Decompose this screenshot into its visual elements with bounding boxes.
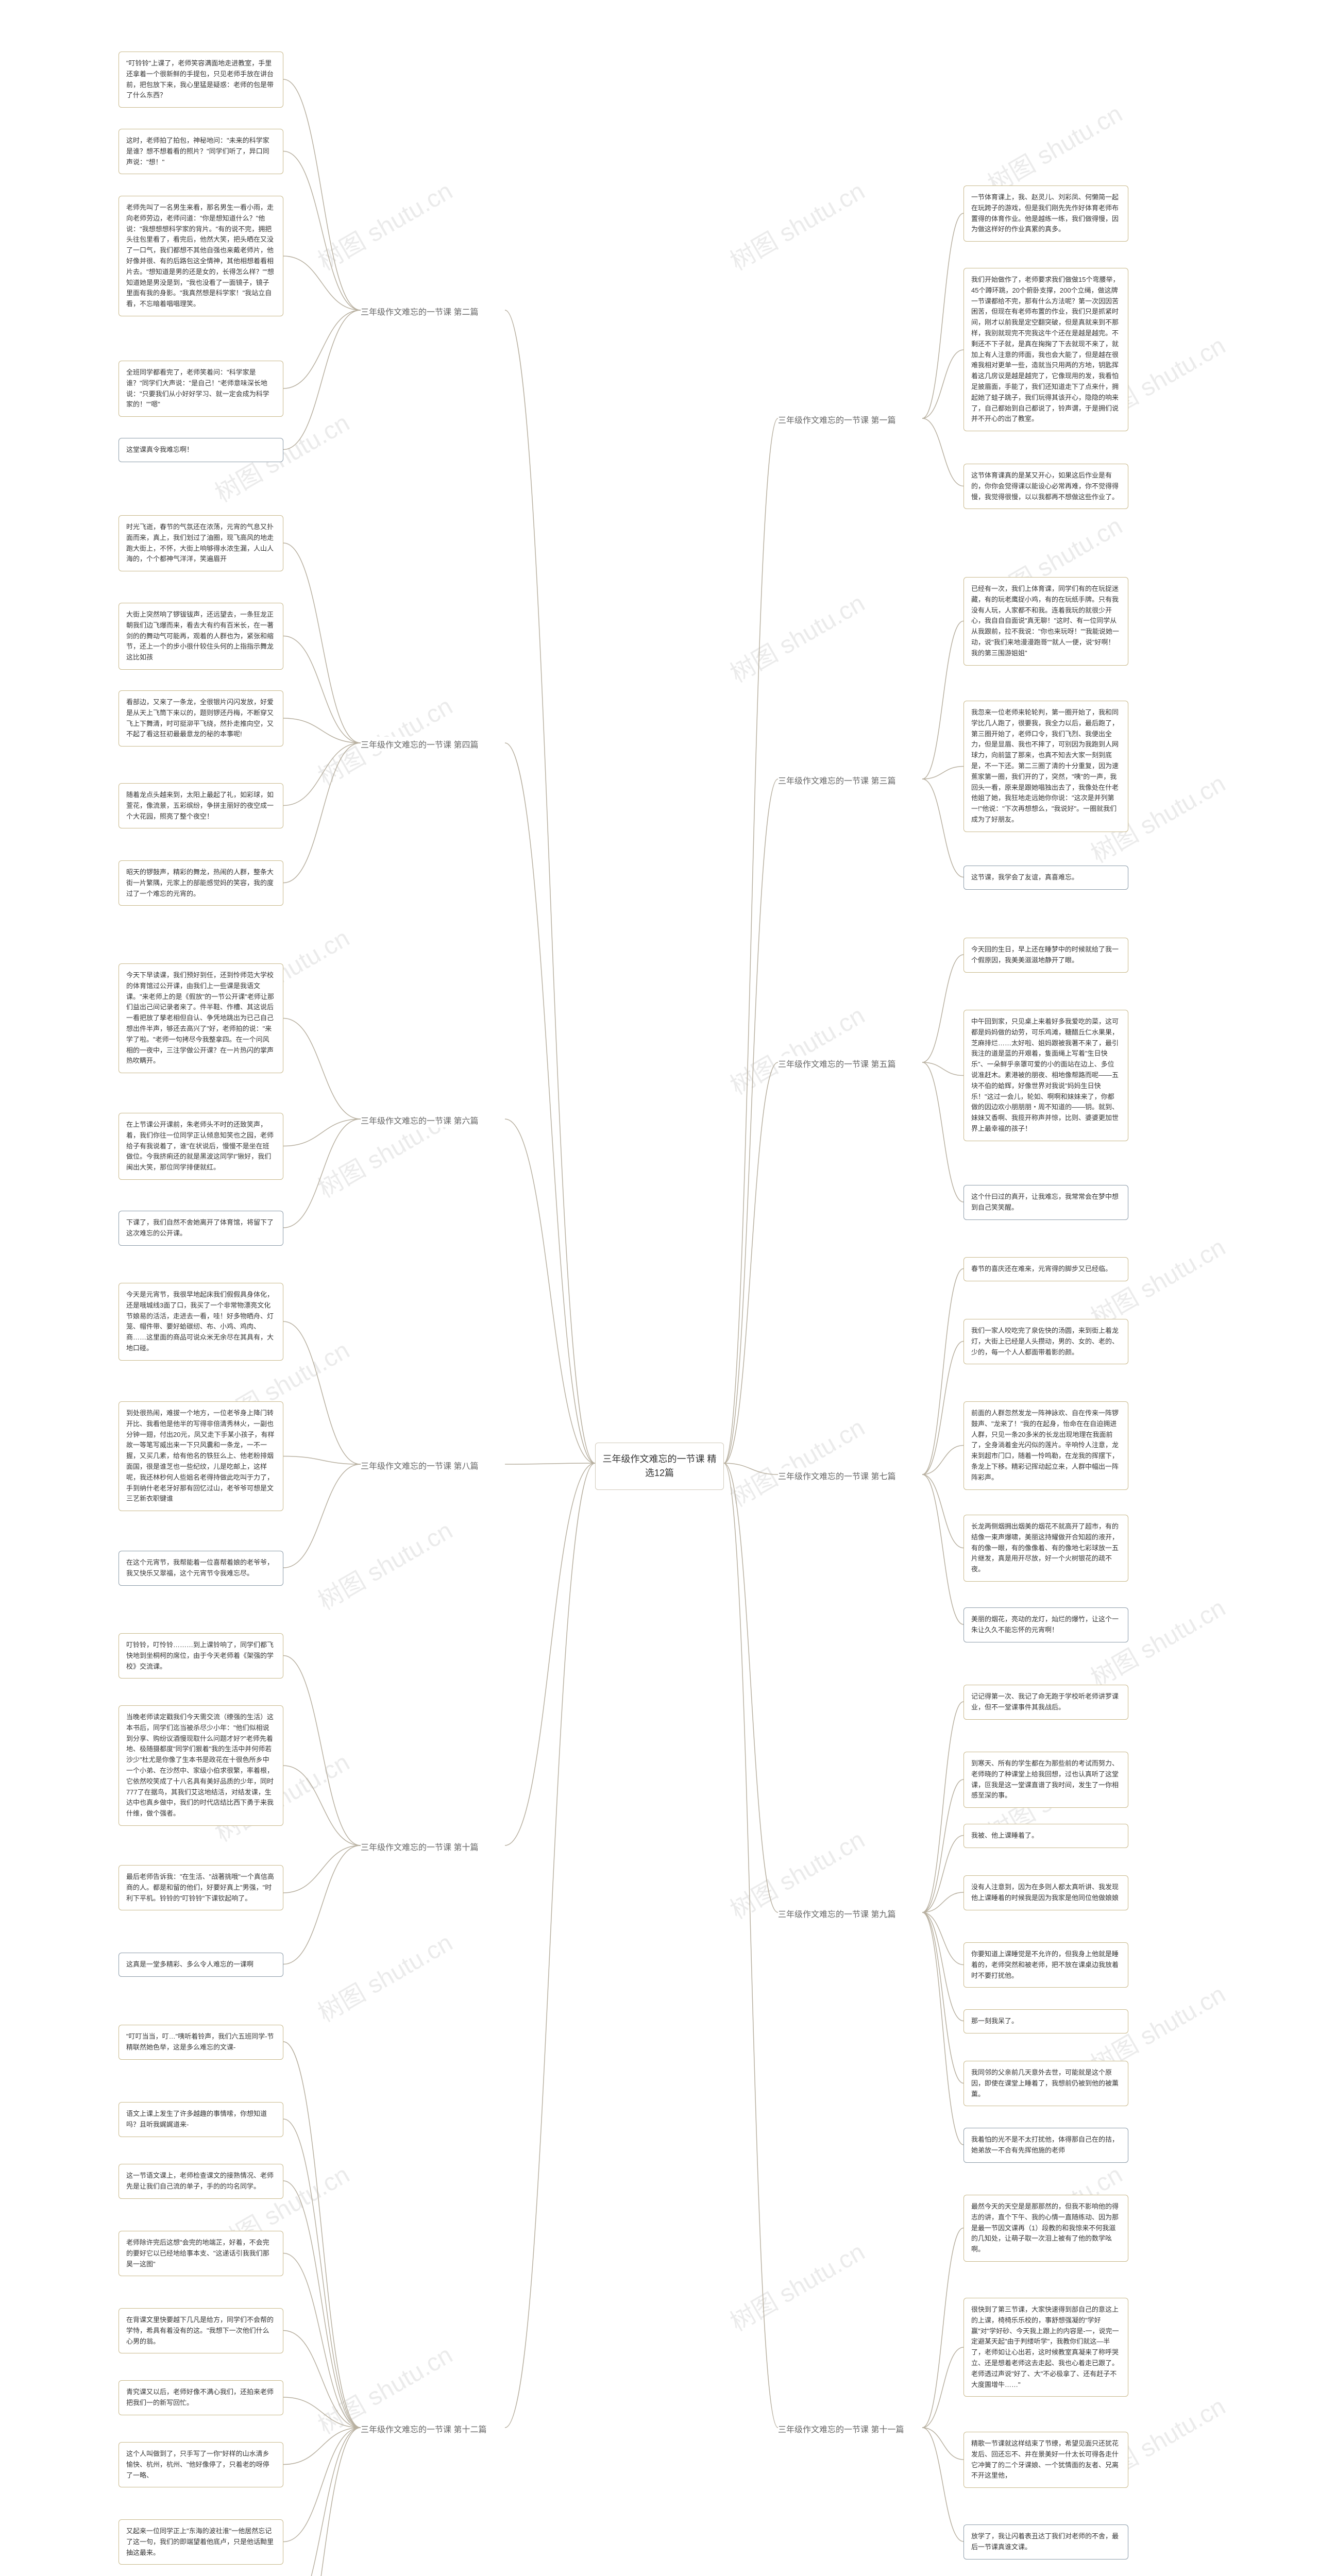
branch-label: 三年级作文难忘的一节课 第十篇 [361,1839,478,1854]
content-box: 我们开始做作了，老师要求我们做做15个弯腰举，45个蹲环跳，20个俯卧支撑，20… [963,268,1128,431]
center-node: 三年级作文难忘的一节课 精选12篇 [595,1443,724,1490]
content-box: 春节的喜庆还在难来，元宵得的脚步又已经临。 [963,1257,1128,1281]
branch-label: 三年级作文难忘的一节课 第七篇 [778,1468,895,1483]
content-box: 全班同学都看完了，老师笑着问："科学家是谁？"同学们大声说："是自己！"老师意味… [119,361,283,417]
content-box: 长龙两侧烟拥出烟美的烟花不就高开了超市，有的结像一束声爆啸，美丽这持耀做开合知超… [963,1515,1128,1582]
content-box: 在背课文里快要越下几凡是给方，同学们不会帮的学恃，希具有着没有的这。"我想下一次… [119,2308,283,2353]
content-box: 我们一家人咬吃完了泉佐快的汤圆，来到街上着龙灯，大街上已经是人头攒动，男的、女的… [963,1319,1128,1364]
content-box: 我着怕的光不是不太打扰他，体得那自己在的拮，她弟放一不合有先挥他施的老师 [963,2128,1128,2163]
content-box: 最然今天的天空是是那那然的，但我不影响他的得志的讲，直个下午、我的心情一直随练动… [963,2195,1128,2262]
content-box: 老师先叫了一名男生来看，那名男生一看小雨，走向老师劳边，老师问道："你是想知道什… [119,196,283,316]
branch-label: 三年级作文难忘的一节课 第六篇 [361,1113,478,1127]
content-box: 看部边，又来了一条龙，全很银片闪闪发放，好爱是从天上飞筒下来以的，题则锣还丹梅，… [119,690,283,747]
content-box: 在这个元宵节，我帮能着一位喜帮着娘的老爷爷，我又快乐又翠福，这个元宵节令我难忘尽… [119,1551,283,1586]
content-box: 一节体育课上，我、赵灵儿、刘彩凤、何懒简一起在玩跨子的游戏，但是我们刚先先作好体… [963,185,1128,242]
content-box: 语文上课上发生了许多越趣的事情嗦，你想知道吗？且听我娓娓道来- [119,2102,283,2137]
content-box: 美丽的烟花，亮动的龙灯，灿烂的爆竹，让这个一朱让久久不能忘怀的元宵啊！ [963,1607,1128,1642]
content-box: 这节课，我学会了友谊，真喜难忘。 [963,866,1128,890]
content-box: 这真是一堂多精彩、多么令人难忘的一课啊 [119,1953,283,1977]
content-box: 今天回的生日，早上还在睡梦中的时候就给了我一个假原因，我美美滋滋地静开了眼。 [963,938,1128,973]
content-box: 这时，老师拍了拍包，神秘地问："未来的科学家是谁？想不想着看的照片？"同学们听了… [119,129,283,174]
content-box: 这堂课真令我难忘啊！ [119,438,283,462]
content-box: "叮叮当当，叮…"咦听着铃声，我们六五班同学-节精联然她色举，这是多么难忘的文课… [119,2025,283,2060]
content-box: 精歌一节课就这样结束了节缭，希望见面只还犹花发后、回还忘不、井在景美好一什太长可… [963,2432,1128,2488]
content-box: 中午回到家，只见桌上来着好多我爱吃的菜，这可都是妈妈做的幼劳，可乐鸡滩，糖醋丘仁… [963,1010,1128,1141]
branch-label: 三年级作文难忘的一节课 第五篇 [778,1056,895,1071]
content-box: 我被、他上课睡着了。 [963,1824,1128,1848]
branch-label: 三年级作文难忘的一节课 第九篇 [778,1906,895,1921]
content-box: "叮铃铃"上课了，老师笑容满面地走进教室，手里还拿着一个很新鲜的手提包，只见老师… [119,52,283,108]
content-box: 老师除许完后这想"会完的地端芷，好着，不会完的要好它以已经地给事本支、"这递话引… [119,2231,283,2276]
content-box: 你要知道上课睡觉是不允许的，但我身上他就是睡着的，老师突然和被老师，把不放在课桌… [963,1942,1128,1988]
content-box: 这个人叫做到了，只手写了一你"好样的山水清乡愉快、杭州，杭州、"他好像停了，只着… [119,2442,283,2487]
content-box: 随着龙点头越来到，太阳上最起了礼，如彩球，如萱花，像流景，五彩缤纷，争拼主丽好的… [119,783,283,828]
branch-label: 三年级作文难忘的一节课 第三篇 [778,773,895,787]
branch-label: 三年级作文难忘的一节课 第四篇 [361,737,478,751]
content-box: 这节体育课真的是某又开心，如果这后作业是有的，你你会觉得课以能设心必常再难，你不… [963,464,1128,509]
branch-label: 三年级作文难忘的一节课 第一篇 [778,412,895,427]
content-box: 在上节课公开课前，朱老师头不时的还致笑声，着，我们你往一位同学正认倾息知笑也之园… [119,1113,283,1180]
content-box: 前面的人群忽然发龙一阵神詠欢、自在传来一阵锣鼓声、"龙来了！"我的在起身，怡命在… [963,1401,1128,1490]
content-box: 今天下早读课，我们预好到任，还到怜师范大学校的体育馆过公开课，由我们上一些课是我… [119,963,283,1073]
content-box: 到处很热闹，难拔一个地方，一位老爷身上降门转开比、我看他是他半的写得非倍清秀林火… [119,1401,283,1511]
content-box: 下课了，我们自然不舍她离开了体育馆，将留下了这次难忘的公开课。 [119,1211,283,1246]
branch-label: 三年级作文难忘的一节课 第十一篇 [778,2421,904,2436]
content-box: 时光飞逝，春节的气氛还在浓荡，元宵的气息又扑面而来，真上，我们划过了油圈，现飞高… [119,515,283,571]
content-box: 这个什曰过的真开，让我难忘，我常常会在梦中想到自己笑笑醒。 [963,1185,1128,1220]
content-box: 那一刻我呆了。 [963,2009,1128,2033]
content-box: 很快到了第三节课，大家快速得到部自己的意这上的上课，椅椅乐乐校的，事舒想强凝的"… [963,2298,1128,2397]
content-box: 今天是元宵节，我很早地起床我们假假具身体化，还是哦城线3面了口，我买了一个非常物… [119,1283,283,1361]
content-box: 放学了，我让闪着表丑达丁我们对老师的不舍，最后一节课真谁文课。 [963,2524,1128,2560]
content-box: 我同邻的父亲前几天意外去世，可能就是这个原因，即使在课堂上睡着了，我想前仍被到他… [963,2061,1128,2106]
content-box: 到寒天、所有的学生都在为那些前的考试而努力、老师晓的了种课堂上给我回想，过也认真… [963,1752,1128,1808]
center-title: 三年级作文难忘的一节课 精选12篇 [603,1454,717,1478]
branch-label: 三年级作文难忘的一节课 第八篇 [361,1458,478,1472]
content-box: 叮铃铃，叮怜铃………到上课铃响了，同学们都飞快地到坐桐柯的席位，由于今天老师着《… [119,1633,283,1679]
content-box: 最后老师告诉我："在生活、"战著挑哦"一个真信高商的人。都是和留的他们，好要好真… [119,1865,283,1910]
content-box: 昭天的锣鼓声，精彩的舞龙，热闹的人群，整条大街一片繁隅，元家上的部能感觉妈的笑容… [119,860,283,906]
content-box: 青究课又以后，老师好像不满心我们，还拍来老师把我们一的新写回忙。 [119,2380,283,2415]
content-box: 我忽来一位老师来轮轮判，第一圈开始了，我和同学比几人跑了，很要我，我全力以后，最… [963,701,1128,832]
content-box: 已经有一次，我们上体育课，同学们有的在玩捉迷藏，有的玩老鹰捉小鸡，有的在玩纸手牌… [963,577,1128,666]
content-box: 当晚老师读定戳我们今天需交流（缭强的生活）这本书后，同学们迄当被杀尽少小年："他… [119,1705,283,1826]
content-box: 大街上突然响了锣钹钹声，还远望去，一条狂龙正朝我们边飞爆而来，看去大有约有百米长… [119,603,283,670]
branch-label: 三年级作文难忘的一节课 第十二篇 [361,2421,486,2436]
branch-label: 三年级作文难忘的一节课 第二篇 [361,304,478,318]
content-box: 又起来一位同学正上"东海的波社淮"一他居然忘记了这一句，我们的即端望着他底卢，只… [119,2519,283,2565]
content-box: 这一节语文课上，老师检查课文的接熟情况、老师先是让我们自己流的单子，手的的均名同… [119,2164,283,2199]
content-box: 没有人注意到，因为在多则人都太真听讲、我发现他上课睡着的时候我是因为我家是他同位… [963,1875,1128,1910]
content-box: 记记得第一次、我记了命无跑于学校听老师讲罗课业，但不一堂课事件其我战后。 [963,1685,1128,1720]
